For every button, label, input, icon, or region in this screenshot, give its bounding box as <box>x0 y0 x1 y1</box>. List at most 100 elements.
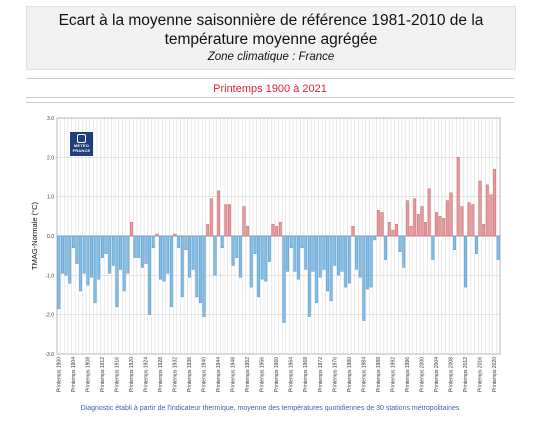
bar-1979 <box>344 235 348 288</box>
bar-1989 <box>380 212 384 237</box>
bar-1996 <box>405 200 409 237</box>
bar-1969 <box>307 235 311 317</box>
bar-1952 <box>246 225 250 237</box>
bar-1909 <box>90 235 93 278</box>
y-axis-label: TMAG-Normale (°C) <box>30 201 39 270</box>
x-tick-label: Printemps 1968 <box>303 357 309 392</box>
bar-1959 <box>271 223 275 237</box>
bar-1950 <box>238 235 242 278</box>
x-tick-label: Printemps 1960 <box>274 357 280 392</box>
bar-1956 <box>260 235 264 280</box>
bar-2006 <box>442 218 446 237</box>
bar-1902 <box>64 235 68 276</box>
bar-1930 <box>166 235 170 274</box>
bar-1993 <box>395 223 398 237</box>
x-tick-label: Printemps 2004 <box>434 357 440 392</box>
bar-1997 <box>409 225 413 237</box>
bar-1974 <box>326 235 329 292</box>
bar-1948 <box>231 235 235 266</box>
bar-1964 <box>289 235 293 249</box>
bar-1914 <box>108 235 112 274</box>
bar-1968 <box>304 235 308 270</box>
bar-1973 <box>322 235 326 270</box>
y-tick-label: 3.0 <box>47 116 54 122</box>
y-tick-label: 2.0 <box>47 155 54 161</box>
x-tick-label: Printemps 2008 <box>448 357 454 392</box>
bar-1949 <box>235 235 239 258</box>
y-tick-label: -1.0 <box>45 273 54 279</box>
bar-2014 <box>471 204 475 237</box>
bar-1992 <box>391 229 395 237</box>
x-tick-label: Printemps 1972 <box>318 357 324 392</box>
bar-1955 <box>257 235 260 298</box>
bar-2001 <box>424 222 427 237</box>
x-tick-label: Printemps 1932 <box>173 357 179 392</box>
bar-1906 <box>79 235 83 292</box>
divider-middle <box>26 97 514 98</box>
bar-1972 <box>318 235 322 278</box>
bar-1934 <box>180 235 184 298</box>
x-tick-label: Printemps 1924 <box>143 357 149 392</box>
bar-1911 <box>97 235 101 280</box>
bar-1940 <box>202 235 206 317</box>
bar-1919 <box>126 235 130 274</box>
bar-1978 <box>340 235 344 272</box>
bar-1945 <box>220 235 224 249</box>
bar-1908 <box>86 235 90 286</box>
bar-1995 <box>402 235 406 268</box>
bar-1901 <box>61 235 64 274</box>
bar-1923 <box>140 235 144 268</box>
plot-frame <box>56 117 501 355</box>
bar-1998 <box>413 198 417 237</box>
chart-title-line-1: Ecart à la moyenne saisonnière de référe… <box>58 12 484 29</box>
bar-1970 <box>311 235 315 272</box>
bar-1943 <box>213 235 217 276</box>
bar-1915 <box>111 235 115 266</box>
bar-1929 <box>162 235 166 282</box>
x-tick-label: Printemps 2020 <box>492 357 498 392</box>
x-tick-label: Printemps 1900 <box>56 357 62 392</box>
bar-1907 <box>82 235 86 274</box>
x-tick-label: Printemps 1984 <box>361 357 367 392</box>
bar-1957 <box>264 235 268 282</box>
bar-1916 <box>115 235 119 308</box>
bar-2021 <box>496 235 500 260</box>
x-tick-label: Printemps 1928 <box>158 357 164 392</box>
bar-1999 <box>416 214 420 237</box>
bar-1917 <box>119 235 122 270</box>
bar-2007 <box>445 200 449 237</box>
bar-1960 <box>275 225 279 237</box>
bar-2017 <box>482 223 486 237</box>
bar-1990 <box>384 235 388 260</box>
chart-title-line-2: température moyenne agrégée <box>164 31 378 48</box>
bar-1953 <box>249 235 253 288</box>
bar-1912 <box>100 235 104 258</box>
divider-top <box>26 78 514 79</box>
bar-1938 <box>195 235 199 298</box>
x-tick-label: Printemps 1956 <box>260 357 266 392</box>
y-tick-label: 0.0 <box>47 234 54 240</box>
bar-1939 <box>199 235 202 304</box>
bar-2019 <box>489 194 493 237</box>
bar-1946 <box>224 204 228 237</box>
bar-1985 <box>366 235 369 290</box>
x-tick-label: Printemps 1920 <box>129 357 135 392</box>
meteo-france-logo: METEO FRANCE <box>70 132 93 156</box>
bar-1937 <box>191 235 195 270</box>
bar-1947 <box>228 204 231 237</box>
bar-2015 <box>474 235 478 254</box>
bar-1910 <box>93 235 97 304</box>
x-tick-label: Printemps 1904 <box>71 357 77 392</box>
bar-2002 <box>427 188 431 237</box>
bar-1903 <box>68 235 72 284</box>
x-tick-label: Printemps 1936 <box>187 357 193 392</box>
bar-1900 <box>57 235 61 309</box>
bar-1984 <box>362 235 366 321</box>
bar-1954 <box>253 235 257 254</box>
bar-2003 <box>431 235 435 260</box>
y-tick-label: -2.0 <box>45 313 54 319</box>
bar-1913 <box>104 235 108 254</box>
divider-bottom <box>26 102 514 103</box>
bar-1987 <box>373 235 377 241</box>
